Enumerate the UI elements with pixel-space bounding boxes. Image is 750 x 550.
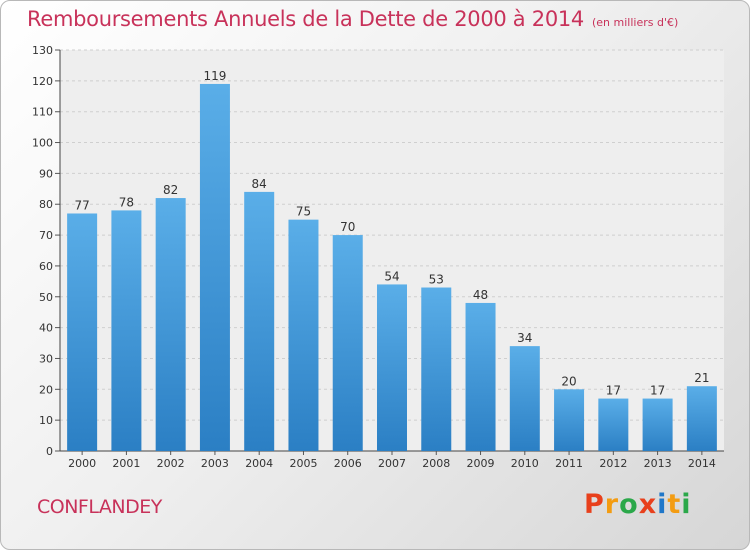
x-tick-label: 2005 bbox=[289, 457, 317, 470]
x-tick-label: 2004 bbox=[245, 457, 273, 470]
y-tick-label: 130 bbox=[32, 44, 53, 57]
x-tick-label: 2009 bbox=[467, 457, 495, 470]
data-label: 48 bbox=[473, 288, 488, 302]
data-label: 17 bbox=[606, 384, 621, 398]
data-label: 17 bbox=[650, 384, 665, 398]
logo-letter: i bbox=[681, 489, 692, 520]
commune-name: CONFLANDEY bbox=[37, 496, 162, 518]
data-label: 34 bbox=[517, 331, 532, 345]
chart-title-text: Remboursements Annuels de la Dette de 20… bbox=[27, 7, 584, 31]
data-label: 119 bbox=[203, 69, 226, 83]
y-tick-label: 60 bbox=[39, 260, 53, 273]
bar bbox=[111, 210, 142, 451]
y-tick-label: 110 bbox=[32, 106, 53, 119]
data-label: 54 bbox=[384, 269, 399, 283]
bar bbox=[199, 83, 230, 451]
logo-letter: o bbox=[619, 489, 639, 520]
logo-letter: x bbox=[638, 489, 658, 520]
x-tick-label: 2011 bbox=[555, 457, 583, 470]
logo-letter: i bbox=[657, 489, 668, 520]
bar bbox=[332, 235, 363, 451]
logo-letter: t bbox=[667, 489, 682, 520]
y-tick-label: 70 bbox=[39, 229, 53, 242]
data-label: 75 bbox=[296, 205, 311, 219]
data-label: 82 bbox=[163, 183, 178, 197]
x-tick-label: 2001 bbox=[112, 457, 140, 470]
y-tick-label: 10 bbox=[39, 414, 53, 427]
bar bbox=[377, 284, 407, 451]
x-tick-label: 2003 bbox=[201, 457, 229, 470]
y-tick-label: 20 bbox=[39, 383, 53, 396]
x-tick-label: 2010 bbox=[511, 457, 539, 470]
bar bbox=[67, 213, 98, 451]
data-label: 21 bbox=[694, 371, 709, 385]
data-label: 78 bbox=[119, 195, 134, 209]
chart-subtitle: (en milliers d'€) bbox=[592, 16, 679, 29]
data-label: 77 bbox=[74, 198, 89, 212]
x-tick-label: 2012 bbox=[599, 457, 627, 470]
logo-letter: r bbox=[604, 489, 620, 520]
x-tick-label: 2006 bbox=[334, 457, 362, 470]
chart-title: Remboursements Annuels de la Dette de 20… bbox=[27, 7, 678, 31]
bar bbox=[155, 198, 186, 451]
y-tick-label: 0 bbox=[46, 445, 53, 458]
data-label: 70 bbox=[340, 220, 355, 234]
y-tick-label: 80 bbox=[39, 198, 53, 211]
bar bbox=[465, 302, 496, 451]
y-tick-label: 120 bbox=[32, 75, 53, 88]
bar bbox=[642, 398, 673, 451]
y-tick-label: 100 bbox=[32, 137, 53, 150]
logo-letter: P bbox=[584, 489, 605, 520]
bar bbox=[598, 398, 629, 451]
y-tick-label: 40 bbox=[39, 322, 53, 335]
x-tick-label: 2008 bbox=[422, 457, 450, 470]
y-tick-label: 90 bbox=[39, 167, 53, 180]
x-tick-label: 2014 bbox=[688, 457, 716, 470]
data-label: 84 bbox=[252, 177, 267, 191]
x-tick-label: 2000 bbox=[68, 457, 96, 470]
proxiti-logo: Proxiti bbox=[584, 489, 692, 520]
x-tick-label: 2013 bbox=[644, 457, 672, 470]
x-tick-label: 2007 bbox=[378, 457, 406, 470]
bar bbox=[509, 346, 540, 451]
bar bbox=[288, 219, 319, 451]
x-tick-label: 2002 bbox=[157, 457, 185, 470]
bar bbox=[554, 389, 585, 451]
bar bbox=[244, 191, 275, 451]
bar bbox=[686, 386, 717, 451]
data-label: 53 bbox=[429, 273, 444, 287]
bar bbox=[421, 287, 452, 451]
y-tick-label: 50 bbox=[39, 291, 53, 304]
data-label: 20 bbox=[561, 374, 576, 388]
y-tick-label: 30 bbox=[39, 352, 53, 365]
